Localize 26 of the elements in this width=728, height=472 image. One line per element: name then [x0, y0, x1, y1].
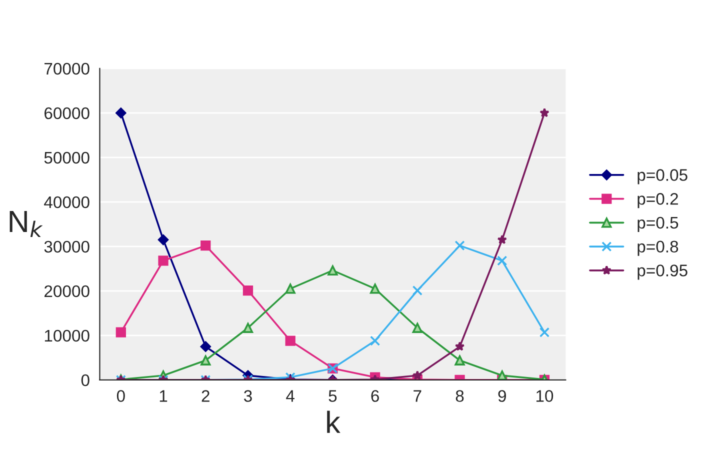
- x-tick-label: 10: [536, 390, 554, 402]
- x-tick-label: 0: [116, 390, 125, 402]
- y-axis-title: N$_{k}$: [10, 211, 43, 238]
- y-tick-label: 20000: [44, 285, 90, 298]
- x-tick-label: 2: [202, 390, 210, 402]
- legend-label: p=0.05: [638, 169, 688, 184]
- y-tick-label: 40000: [44, 196, 90, 208]
- y-tick-label: 70000: [44, 62, 90, 75]
- x-tick-label: 3: [244, 390, 252, 402]
- legend-label: p=0.2: [638, 193, 678, 208]
- y-tick-label: 10000: [44, 330, 90, 342]
- x-tick-label: 1: [160, 390, 168, 402]
- x-tick-label: 4: [286, 390, 294, 402]
- x-tick-label: 5: [328, 390, 337, 402]
- x-tick-label: 6: [371, 390, 379, 402]
- x-tick-label: 7: [414, 390, 422, 402]
- x-axis-title: k: [327, 410, 340, 433]
- y-tick-label: 60000: [44, 107, 90, 120]
- x-tick-label: 9: [498, 390, 506, 402]
- y-tick-label: 50000: [44, 152, 90, 164]
- y-tick-label: 30000: [44, 240, 90, 253]
- legend-label: p=0.5: [638, 216, 678, 232]
- legend-label: p=0.8: [638, 240, 678, 256]
- y-tick-label: 0: [81, 374, 90, 386]
- x-tick-label: 8: [456, 390, 464, 402]
- legend-label: p=0.95: [638, 264, 688, 280]
